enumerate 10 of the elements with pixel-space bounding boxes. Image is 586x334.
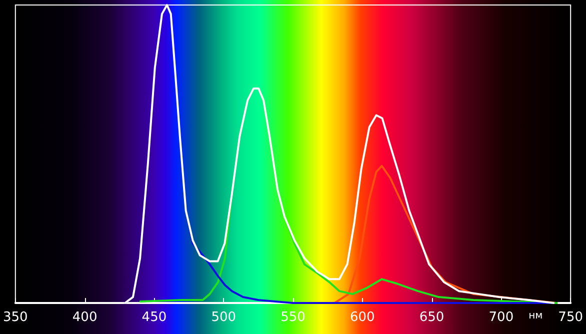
x-tick-label: 600	[350, 310, 375, 325]
x-tick-label: 750	[558, 310, 584, 325]
x-tick-label: 550	[280, 310, 306, 325]
x-tick-label: 650	[419, 310, 444, 325]
x-tick-label: 700	[488, 310, 514, 325]
x-tick-label: 500	[211, 310, 236, 325]
x-axis-title: нм	[528, 310, 543, 322]
x-tick-label: 400	[72, 310, 98, 325]
x-tick-label: 350	[2, 310, 28, 325]
x-tick-label: 450	[142, 310, 167, 325]
